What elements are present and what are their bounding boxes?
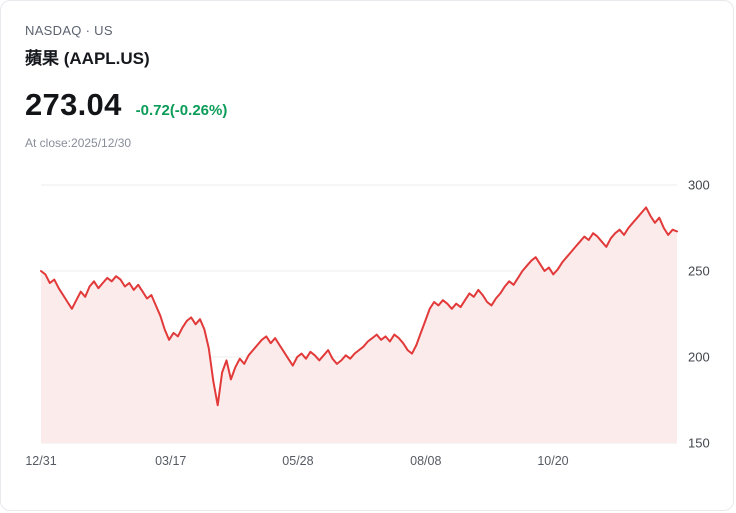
stock-change: -0.72(-0.26%) xyxy=(135,102,228,119)
stock-name: 蘋果 (AAPL.US) xyxy=(25,49,150,68)
x-axis-label: 03/17 xyxy=(155,454,187,468)
x-axis-label: 12/31 xyxy=(25,454,57,468)
y-axis-label: 200 xyxy=(688,349,710,365)
x-axis-label: 10/20 xyxy=(537,454,569,468)
price-area xyxy=(41,207,677,443)
stock-exchange-label: NASDAQ · US xyxy=(25,23,113,38)
price-chart[interactable]: 150 200 250 300 12/31 03/17 05/28 08/08 10/20 xyxy=(25,178,709,469)
y-axis-label: 250 xyxy=(688,263,710,279)
price-row: 273.04 -0.72(-0.26%) xyxy=(25,87,709,123)
x-axis-label: 05/28 xyxy=(282,454,314,468)
price-line xyxy=(40,206,678,407)
chart-svg[interactable] xyxy=(40,184,678,444)
x-axis-label: 08/08 xyxy=(410,454,442,468)
y-axis-label: 300 xyxy=(688,177,710,193)
stock-price: 273.04 xyxy=(25,87,122,122)
y-axis-label: 150 xyxy=(688,435,710,451)
close-time: At close:2025/12/30 xyxy=(25,136,132,150)
quote-header: NASDAQ · US 蘋果 (AAPL.US) 273.04 -0.72(-0… xyxy=(1,1,733,150)
